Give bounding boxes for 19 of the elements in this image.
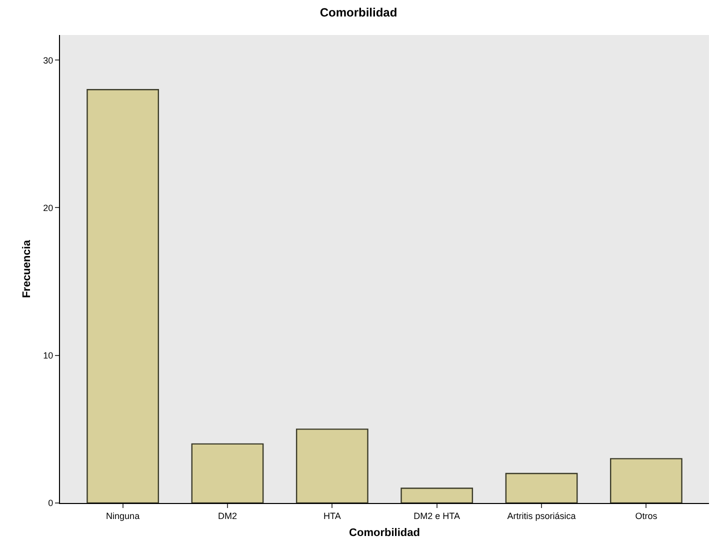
bar [505,472,578,503]
bar [86,89,159,503]
x-tick-label: Artritis psoriásica [507,510,576,521]
bar [400,488,474,503]
y-tick-label: 10 [43,350,54,361]
x-axis-title: Comorbilidad [349,527,420,539]
x-tick-label: Otros [635,510,658,521]
x-tick-label: DM2 e HTA [414,510,460,521]
bar [191,443,264,503]
y-tick-label: 0 [48,498,54,508]
chart-title: Comorbilidad [320,6,398,20]
y-tick-label: 20 [43,202,54,213]
bar [610,458,682,503]
x-tick-label: Ninguna [106,510,140,521]
y-tick-label: 30 [43,55,54,66]
y-axis-title: Frecuencia [20,239,33,298]
bar [296,428,368,503]
x-tick-label: DM2 [218,510,237,521]
x-tick-label: HTA [323,510,341,521]
